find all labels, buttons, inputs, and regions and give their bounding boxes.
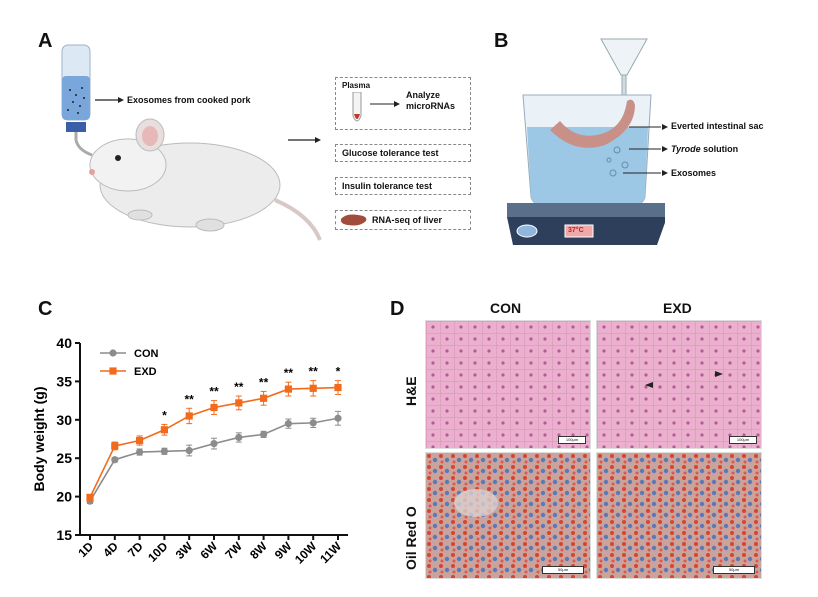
plasma-label: Plasma xyxy=(342,81,371,90)
y-tick-label: 15 xyxy=(56,527,72,543)
data-point-con xyxy=(235,433,243,442)
x-tick-label: 10D xyxy=(145,539,171,565)
data-point-con xyxy=(210,440,218,448)
he-texture xyxy=(597,321,761,448)
exosomes-label: Exosomes xyxy=(671,168,717,178)
legend-marker-exd xyxy=(109,367,117,375)
significance-label: * xyxy=(336,365,341,379)
y-tick-label: 30 xyxy=(56,412,72,428)
exosome-source-label: Exosomes from cooked pork xyxy=(127,95,251,105)
rnaseq-label: RNA-seq of liver xyxy=(372,215,443,225)
data-point-con xyxy=(309,419,317,427)
legend-label: CON xyxy=(134,348,159,360)
significance-label: ** xyxy=(234,380,244,394)
y-axis-label: Body weight (g) xyxy=(31,387,47,492)
y-tick-label: 25 xyxy=(56,450,72,466)
tyrode-label: Tyrode solution xyxy=(671,144,738,154)
tyrode-rest: solution xyxy=(700,144,739,154)
column-header-exd: EXD xyxy=(663,300,692,316)
scale-bar-he-con: 100μm xyxy=(558,436,586,444)
micrograph-oil-exd: 50μm xyxy=(596,452,762,579)
x-tick-label: 11W xyxy=(317,539,344,566)
hotplate-icon xyxy=(507,203,665,245)
legend-marker-con xyxy=(109,349,117,357)
x-tick-label: 6W xyxy=(197,539,220,562)
data-point-exd xyxy=(235,399,243,407)
tyrode-italic: Tyrode xyxy=(671,144,701,154)
series-line-con xyxy=(89,417,339,502)
insulin-box: Insulin tolerance test xyxy=(335,177,471,195)
data-point-exd xyxy=(111,442,119,450)
y-tick-label: 20 xyxy=(56,489,72,505)
data-point-exd xyxy=(185,412,193,420)
data-point-exd xyxy=(309,384,317,392)
x-tick-label: 9W xyxy=(272,539,295,562)
data-point-exd xyxy=(160,426,168,434)
data-point-con xyxy=(185,446,193,455)
data-point-exd xyxy=(284,385,292,393)
x-tick-label: 10W xyxy=(292,539,320,567)
y-tick-label: 40 xyxy=(56,335,72,351)
everted-sac-label: Everted intestinal sac xyxy=(671,121,764,131)
water-bottle-icon xyxy=(61,44,93,157)
data-point-exd xyxy=(136,436,144,445)
scale-bar-he-exd: 100μm xyxy=(729,436,757,444)
data-point-exd xyxy=(260,394,268,402)
panel-c-letter: C xyxy=(38,298,53,320)
glucose-box: Glucose tolerance test xyxy=(335,144,471,162)
analyze-label: Analyze microRNAs xyxy=(406,90,456,111)
he-texture xyxy=(426,321,590,448)
significance-label: ** xyxy=(309,365,319,379)
x-tick-label: 7D xyxy=(125,539,146,560)
arrowheads xyxy=(662,124,668,176)
data-point-con xyxy=(284,420,292,428)
x-tick-label: 3W xyxy=(173,539,196,562)
x-tick-label: 1D xyxy=(75,539,96,560)
data-point-con xyxy=(160,447,168,455)
arrow-icon xyxy=(370,101,400,107)
tube-icon xyxy=(352,92,362,122)
data-point-con xyxy=(334,414,342,422)
significance-label: ** xyxy=(284,366,294,380)
significance-label: ** xyxy=(259,375,269,389)
beaker-icon xyxy=(522,94,652,206)
oil-texture xyxy=(597,453,761,578)
sac-apparatus-illustration xyxy=(507,38,665,245)
micrograph-oil-con: 50μm xyxy=(425,452,591,579)
significance-label: * xyxy=(162,408,167,422)
data-point-exd xyxy=(334,383,342,392)
panel-d-letter: D xyxy=(390,298,405,320)
y-tick-label: 35 xyxy=(56,373,72,389)
data-point-con xyxy=(136,448,144,456)
micrograph-he-exd: 100μm xyxy=(596,320,762,449)
x-tick-label: 4D xyxy=(100,539,121,560)
significance-label: ** xyxy=(185,392,195,406)
row-header-he: H&E xyxy=(403,376,419,406)
data-point-exd xyxy=(86,493,94,501)
panel-a-letter: A xyxy=(38,30,53,52)
x-tick-label: 8W xyxy=(247,539,270,562)
scale-bar-oil-exd: 50μm xyxy=(713,566,755,574)
column-header-con: CON xyxy=(490,300,522,316)
temp-readout: 37°C xyxy=(568,227,584,234)
data-point-con xyxy=(260,430,268,438)
micrograph-he-con: 100μm xyxy=(425,320,591,449)
legend-label: EXD xyxy=(134,366,157,378)
plasma-box: Plasma Analyze microRNAs xyxy=(335,77,471,130)
significance-label: ** xyxy=(209,385,219,399)
mouse-illustration xyxy=(61,44,322,241)
chart-legend: CON EXD xyxy=(100,348,159,378)
scale-bar-oil-con: 50μm xyxy=(542,566,584,574)
data-point-exd xyxy=(210,403,218,412)
data-point-con xyxy=(111,456,119,464)
oil-texture xyxy=(426,453,590,578)
panel-b-letter: B xyxy=(494,30,509,52)
x-tick-label: 7W xyxy=(222,539,245,562)
rnaseq-box: RNA-seq of liver xyxy=(335,210,471,230)
liver-icon xyxy=(340,214,367,226)
mouse-icon xyxy=(89,118,322,241)
row-header-oil: Oil Red O xyxy=(403,506,419,570)
